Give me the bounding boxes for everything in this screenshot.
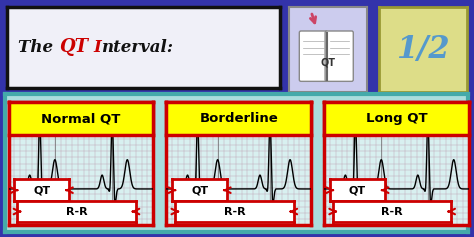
Text: Long QT: Long QT [365,112,428,125]
Text: I: I [94,39,101,56]
Text: nterval:: nterval: [101,39,173,56]
FancyBboxPatch shape [299,31,328,81]
Text: QT: QT [349,185,366,195]
Text: 1/2: 1/2 [396,34,450,65]
Text: Borderline: Borderline [199,112,278,125]
FancyBboxPatch shape [325,31,353,81]
Text: R-R: R-R [382,206,403,217]
Text: QT: QT [59,38,88,56]
Text: R-R: R-R [224,206,245,217]
Text: QT: QT [33,185,50,195]
Text: Normal QT: Normal QT [41,112,120,125]
Text: The: The [18,39,59,56]
Text: QT: QT [321,58,336,68]
Text: R-R: R-R [66,206,87,217]
Text: QT: QT [191,185,208,195]
